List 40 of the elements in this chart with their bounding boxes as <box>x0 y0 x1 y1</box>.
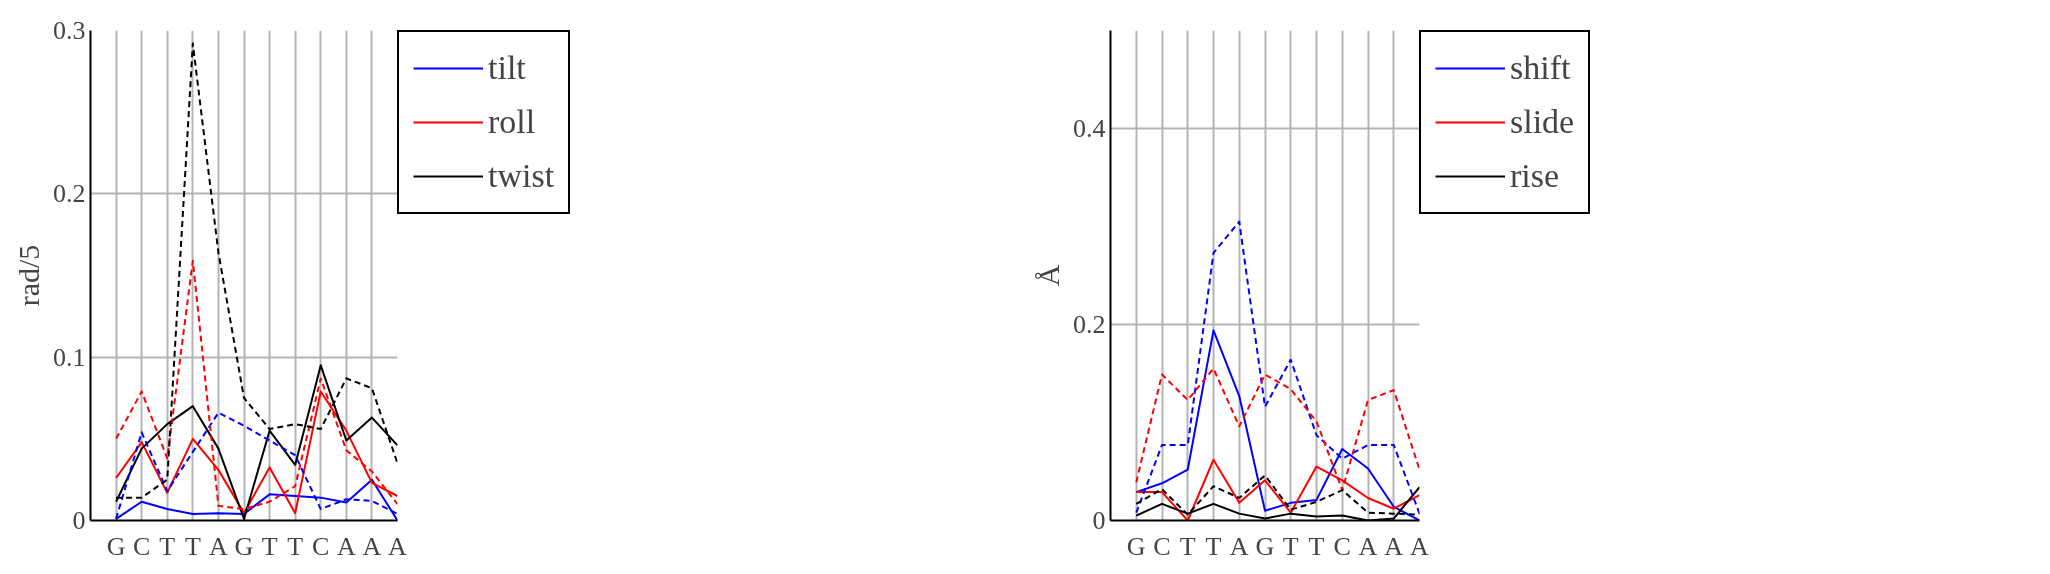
x-tick-label: T <box>261 531 278 561</box>
legend-label: roll <box>488 102 536 142</box>
legend-label: slide <box>1510 102 1575 142</box>
x-tick-label: C <box>312 531 330 561</box>
x-tick-label: T <box>159 531 176 561</box>
y-tick-label: 0.2 <box>53 179 86 209</box>
legend-label: twist <box>488 156 555 196</box>
y-tick-label: 0.2 <box>1073 310 1106 339</box>
x-tick-label: T <box>184 531 201 561</box>
x-tick-label: C <box>133 531 151 561</box>
y-tick-label: 0.3 <box>53 16 86 45</box>
y-tick-label: 0 <box>72 506 86 535</box>
y-axis-title: rad/5 <box>12 244 45 307</box>
x-tick-label: T <box>1205 531 1222 561</box>
x-tick-label: A <box>362 531 382 561</box>
x-tick-label: T <box>1282 531 1299 561</box>
x-tick-label: T <box>1308 531 1325 561</box>
x-tick-label: A <box>209 531 229 561</box>
y-tick-label: 0 <box>1092 506 1106 535</box>
legend-label: tilt <box>488 48 526 88</box>
x-tick-label: A <box>1384 531 1404 561</box>
x-tick-label: A <box>336 531 356 561</box>
x-tick-label: A <box>388 531 408 561</box>
line-series <box>115 259 398 511</box>
x-tick-label: T <box>287 531 304 561</box>
x-tick-label: A <box>1410 531 1430 561</box>
x-tick-label: C <box>1333 531 1351 561</box>
y-axis-title: Å <box>1032 264 1065 287</box>
x-tick-label: G <box>1255 531 1275 561</box>
y-tick-label: 0.4 <box>1073 114 1106 143</box>
x-tick-label: G <box>106 531 126 561</box>
x-tick-label: G <box>1126 531 1146 561</box>
x-tick-label: C <box>1153 531 1171 561</box>
legend-label: rise <box>1510 156 1560 196</box>
x-tick-label: A <box>1229 531 1249 561</box>
x-tick-label: G <box>234 531 254 561</box>
x-tick-label: A <box>1358 531 1378 561</box>
y-tick-label: 0.1 <box>53 342 86 372</box>
x-tick-label: T <box>1179 531 1196 561</box>
legend-label: shift <box>1510 48 1571 88</box>
